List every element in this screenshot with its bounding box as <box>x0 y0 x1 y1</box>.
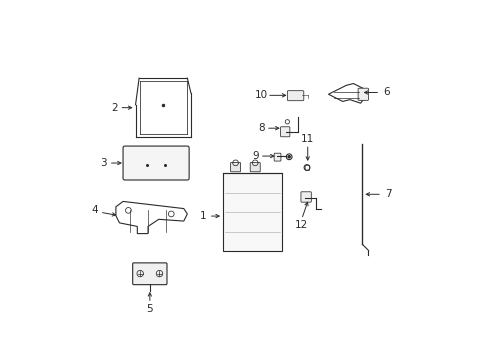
Text: 6: 6 <box>382 87 389 98</box>
Text: 4: 4 <box>91 205 98 215</box>
Text: 7: 7 <box>384 189 390 199</box>
FancyBboxPatch shape <box>223 173 282 251</box>
FancyBboxPatch shape <box>357 88 367 100</box>
FancyBboxPatch shape <box>280 127 289 137</box>
FancyBboxPatch shape <box>250 162 260 172</box>
Text: 3: 3 <box>100 158 106 168</box>
Text: 9: 9 <box>251 151 258 161</box>
FancyBboxPatch shape <box>230 162 240 172</box>
Circle shape <box>287 156 290 158</box>
Text: 2: 2 <box>111 103 117 113</box>
Text: 10: 10 <box>254 90 267 100</box>
Text: 1: 1 <box>200 211 206 221</box>
FancyBboxPatch shape <box>287 91 303 101</box>
FancyBboxPatch shape <box>132 263 166 285</box>
FancyBboxPatch shape <box>123 146 189 180</box>
Text: 5: 5 <box>146 303 153 314</box>
FancyBboxPatch shape <box>300 192 311 202</box>
FancyBboxPatch shape <box>274 153 281 161</box>
Text: 11: 11 <box>301 134 314 144</box>
Text: 12: 12 <box>294 220 307 230</box>
Text: 8: 8 <box>258 123 264 133</box>
